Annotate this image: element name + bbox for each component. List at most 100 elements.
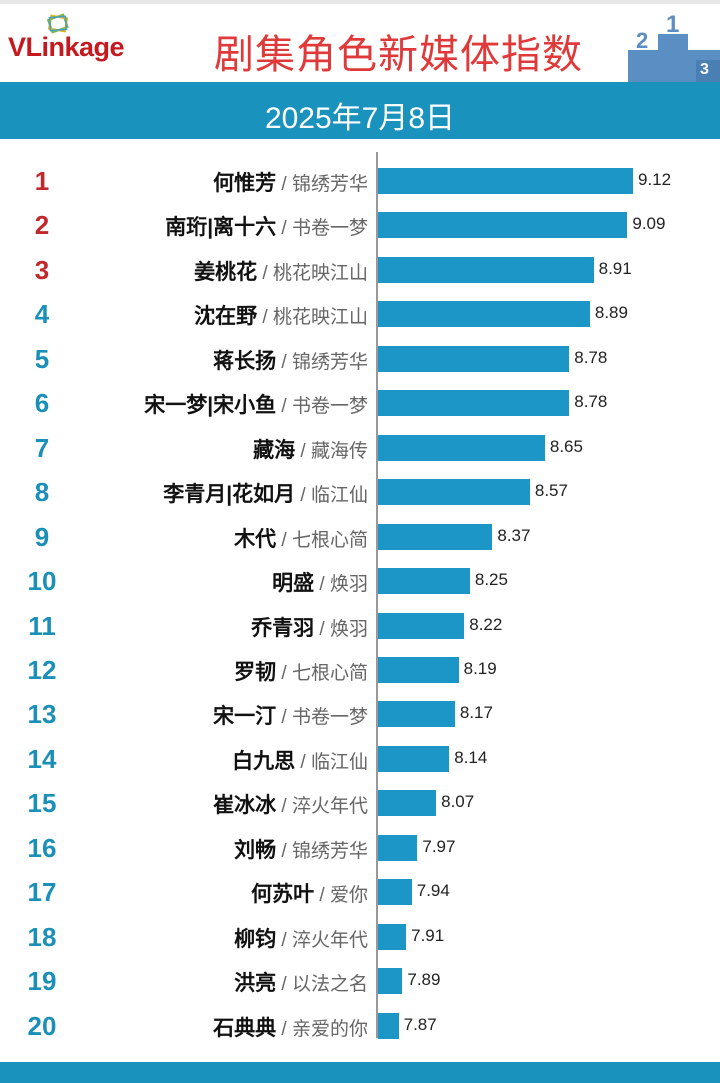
character-name: 藏海 <box>253 438 296 462</box>
separator: / <box>276 396 292 418</box>
data-label: 8.25 <box>474 570 508 590</box>
row-label: 崔冰冰 / 淬火年代 <box>213 789 368 819</box>
row-label: 宋一梦|宋小鱼 / 书卷一梦 <box>144 389 368 419</box>
separator: / <box>276 218 292 240</box>
row-label: 白九思 / 临江仙 <box>232 745 368 775</box>
show-name: 书卷一梦 <box>291 218 368 240</box>
row-label: 宋一汀 / 书卷一梦 <box>213 700 368 730</box>
bar <box>378 479 530 506</box>
row-label: 蒋长扬 / 锦绣芳华 <box>213 345 368 375</box>
separator: / <box>314 885 330 907</box>
bar <box>378 168 633 194</box>
character-name: 柳钧 <box>234 927 277 951</box>
show-name: 书卷一梦 <box>291 707 368 729</box>
rank-number: 6 <box>34 388 50 419</box>
logo: VLinkage <box>8 32 125 63</box>
row-label: 姜桃花 / 桃花映江山 <box>194 256 368 286</box>
row-label: 乔青羽 / 焕羽 <box>251 612 368 642</box>
character-name: 明盛 <box>272 572 315 596</box>
show-name: 以法之名 <box>291 974 368 996</box>
data-label: 8.57 <box>534 481 568 501</box>
svg-text:2: 2 <box>636 28 648 53</box>
show-name: 淬火年代 <box>291 929 368 951</box>
data-label: 8.78 <box>574 392 608 412</box>
rank-number: 20 <box>27 1010 57 1041</box>
rank-number: 9 <box>34 521 50 552</box>
rank-number: 14 <box>27 743 57 774</box>
page-title: 剧集角色新媒体指数 <box>214 33 583 77</box>
row-label: 木代 / 七根心简 <box>234 523 368 553</box>
rank-number: 7 <box>34 432 50 463</box>
show-name: 临江仙 <box>310 485 368 507</box>
row-label: 刘畅 / 锦绣芳华 <box>234 834 368 864</box>
character-name: 南珩|离十六 <box>165 216 277 240</box>
bar <box>378 212 628 239</box>
date-label: 2025年7月8日 <box>264 102 456 135</box>
data-label: 9.09 <box>632 214 666 234</box>
show-name: 七根心简 <box>291 662 368 684</box>
data-label: 8.37 <box>497 525 531 545</box>
rank-number: 16 <box>27 832 57 863</box>
rank-number: 19 <box>27 966 57 997</box>
data-label: 8.65 <box>549 436 583 456</box>
data-label: 7.91 <box>411 925 445 945</box>
show-name: 焕羽 <box>329 574 368 596</box>
rank-number: 1 <box>34 166 50 196</box>
rank-number: 2 <box>34 210 50 241</box>
separator: / <box>295 440 311 462</box>
data-label: 8.78 <box>574 347 608 367</box>
character-name: 何苏叶 <box>251 883 315 907</box>
character-name: 崔冰冰 <box>213 794 277 818</box>
show-name: 锦绣芳华 <box>291 840 368 862</box>
svg-text:1: 1 <box>666 12 679 38</box>
data-label: 7.94 <box>416 881 450 901</box>
show-name: 爱你 <box>329 885 368 907</box>
bar <box>378 612 465 639</box>
character-name: 宋一汀 <box>213 705 277 729</box>
show-name: 锦绣芳华 <box>291 351 368 373</box>
show-name: 焕羽 <box>329 618 368 640</box>
bar <box>378 523 493 550</box>
character-name: 乔青羽 <box>251 616 315 640</box>
rank-number: 10 <box>27 566 57 597</box>
data-label: 8.89 <box>594 303 628 323</box>
bar <box>378 345 570 372</box>
separator: / <box>276 929 292 951</box>
show-name: 亲爱的你 <box>291 1018 368 1040</box>
rank-number: 12 <box>27 654 57 685</box>
rank-number: 8 <box>34 477 50 508</box>
show-name: 七根心简 <box>291 529 368 551</box>
row-label: 石典典 / 亲爱的你 <box>213 1012 368 1042</box>
top-border <box>0 0 720 4</box>
character-name: 罗韧 <box>234 660 277 684</box>
separator: / <box>276 974 292 996</box>
show-name: 桃花映江山 <box>272 307 368 329</box>
character-name: 洪亮 <box>234 972 277 996</box>
bar <box>378 879 412 906</box>
row-label: 何苏叶 / 爱你 <box>251 878 368 908</box>
separator: / <box>276 351 292 373</box>
show-name: 淬火年代 <box>291 796 368 818</box>
bar <box>378 834 418 861</box>
podium-icon: 2 1 3 <box>628 12 720 82</box>
bar <box>378 745 450 772</box>
separator: / <box>295 751 311 773</box>
bar <box>378 568 470 595</box>
bar <box>378 434 545 461</box>
separator: / <box>276 796 292 818</box>
data-label: 8.19 <box>463 658 497 678</box>
row-label: 沈在野 / 桃花映江山 <box>194 300 368 330</box>
bar <box>378 923 407 950</box>
rank-number: 18 <box>27 921 57 952</box>
row-label: 藏海 / 藏海传 <box>253 434 368 464</box>
row-label: 何惟芳 / 锦绣芳华 <box>213 167 368 197</box>
separator: / <box>276 707 292 729</box>
show-name: 书卷一梦 <box>291 396 368 418</box>
separator: / <box>295 485 311 507</box>
row-label: 柳钧 / 淬火年代 <box>234 923 368 953</box>
logo-text: VLinkage <box>8 32 125 62</box>
bar <box>378 256 594 283</box>
separator: / <box>276 529 292 551</box>
separator: / <box>276 1018 292 1040</box>
separator: / <box>314 618 330 640</box>
